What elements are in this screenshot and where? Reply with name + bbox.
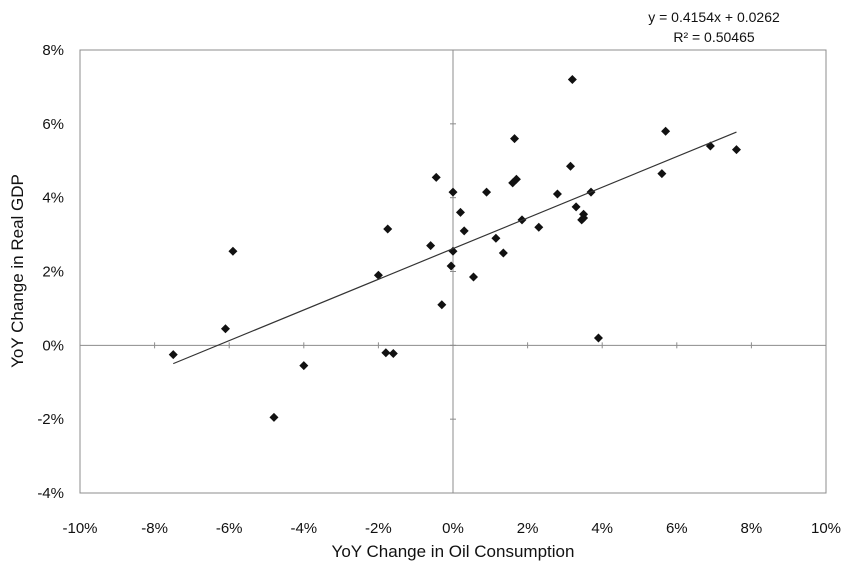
data-point [510, 134, 520, 144]
x-tick-label: -2% [365, 520, 392, 537]
data-point [567, 75, 577, 85]
x-axis-title: YoY Change in Oil Consumption [332, 542, 575, 561]
data-point [565, 161, 575, 171]
data-point [220, 324, 230, 334]
data-point [228, 246, 238, 256]
data-point [511, 174, 521, 184]
data-point [593, 333, 603, 343]
x-tick-label: 0% [442, 520, 464, 537]
data-point [299, 361, 309, 371]
x-tick-label: -8% [141, 520, 168, 537]
data-point [168, 350, 178, 360]
x-tick-label: 10% [811, 520, 841, 537]
y-tick-label: -4% [37, 485, 64, 502]
x-tick-label: 2% [517, 520, 539, 537]
y-tick-label: 0% [42, 337, 64, 354]
data-point [426, 241, 436, 251]
x-tick-label: 6% [666, 520, 688, 537]
data-point [498, 248, 508, 258]
x-tick-label: 8% [741, 520, 763, 537]
data-point [431, 172, 441, 182]
trendline [173, 131, 737, 365]
trendline-layer [173, 131, 737, 365]
trendline-r-squared: R² = 0.50465 [673, 29, 755, 45]
data-point [731, 145, 741, 155]
data-point [534, 222, 544, 232]
y-tick-label: 6% [42, 116, 64, 133]
data-point [571, 202, 581, 212]
data-point [579, 213, 589, 223]
y-tick-label: 2% [42, 264, 64, 281]
x-tick-label: -4% [290, 520, 317, 537]
y-tick-label: 8% [42, 42, 64, 59]
data-point [383, 224, 393, 234]
axes-layer: -10% -8% -6% -4% -2% 0% 2% 4% 6% 8% 10% -4% -2% 0% 2% 4… [37, 42, 841, 537]
labels-layer: y = 0.4154x + 0.0262 R² = 0.50465 YoY Ch… [8, 9, 780, 561]
data-point [661, 126, 671, 136]
trendline-equation: y = 0.4154x + 0.0262 [648, 9, 780, 25]
y-tick-label: 4% [42, 190, 64, 207]
y-tick-label: -2% [37, 411, 64, 428]
data-point [482, 187, 492, 197]
data-point [381, 348, 391, 358]
x-tick-label: -10% [62, 520, 97, 537]
data-point [469, 272, 479, 282]
data-point [491, 233, 501, 243]
data-point [446, 261, 456, 271]
data-point [373, 270, 383, 280]
y-axis-title: YoY Change in Real GDP [8, 174, 27, 368]
data-point [269, 412, 279, 422]
data-point [455, 207, 465, 217]
x-tick-label: 4% [591, 520, 613, 537]
data-point [657, 169, 667, 179]
data-point [459, 226, 469, 236]
data-point [437, 300, 447, 310]
data-point [448, 187, 458, 197]
x-tick-label: -6% [216, 520, 243, 537]
data-point [388, 348, 398, 358]
data-point [552, 189, 562, 199]
